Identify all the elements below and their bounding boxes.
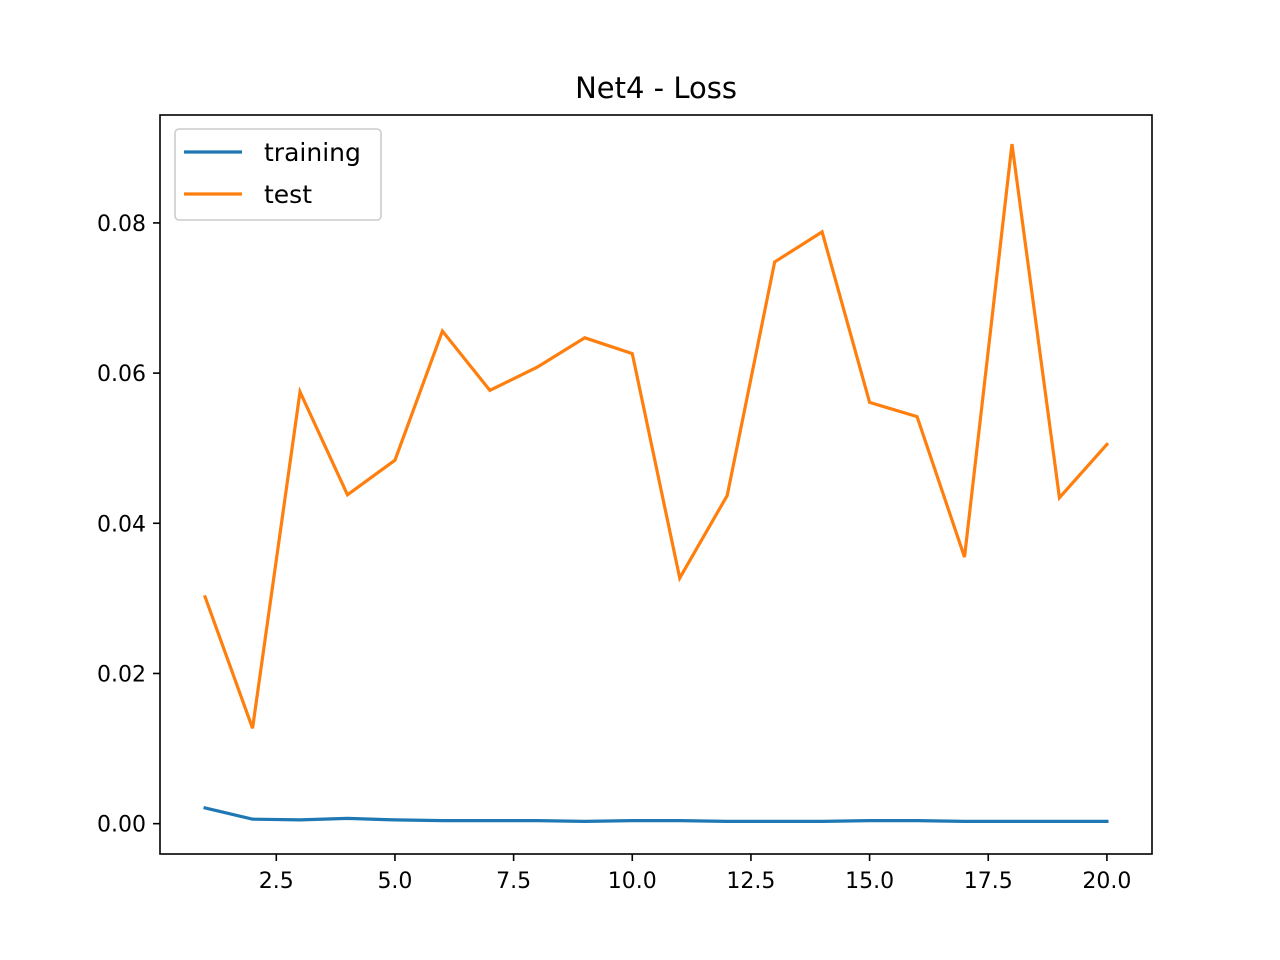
legend: training test [174, 128, 382, 221]
axes: 2.5 5.0 7.5 10.0 12.5 15.0 17.5 20.0 0.00 0.02 0.0… [97, 114, 1153, 894]
plot-frame [159, 114, 1153, 855]
x-tick-label: 15.0 [845, 869, 894, 894]
y-tick-label: 0.00 [97, 813, 146, 838]
series-line-training [203, 805, 1109, 824]
x-tick-label: 10.0 [608, 869, 657, 894]
y-tick-label: 0.08 [97, 212, 146, 237]
y-tick-label: 0.06 [97, 362, 146, 387]
x-tick-label: 5.0 [377, 869, 412, 894]
x-tick-label: 20.0 [1082, 869, 1131, 894]
x-tick-label: 7.5 [496, 869, 531, 894]
chart-title: Net4 - Loss [575, 71, 737, 105]
x-tick-label: 17.5 [964, 869, 1013, 894]
y-tick-label: 0.02 [97, 662, 146, 687]
plot-area [203, 143, 1110, 824]
legend-label-training: training [264, 138, 361, 167]
legend-label-test: test [264, 180, 312, 209]
x-tick-label: 2.5 [259, 869, 294, 894]
x-tick-label: 12.5 [726, 869, 775, 894]
series-line-test [203, 143, 1110, 729]
y-tick-label: 0.04 [97, 512, 146, 537]
